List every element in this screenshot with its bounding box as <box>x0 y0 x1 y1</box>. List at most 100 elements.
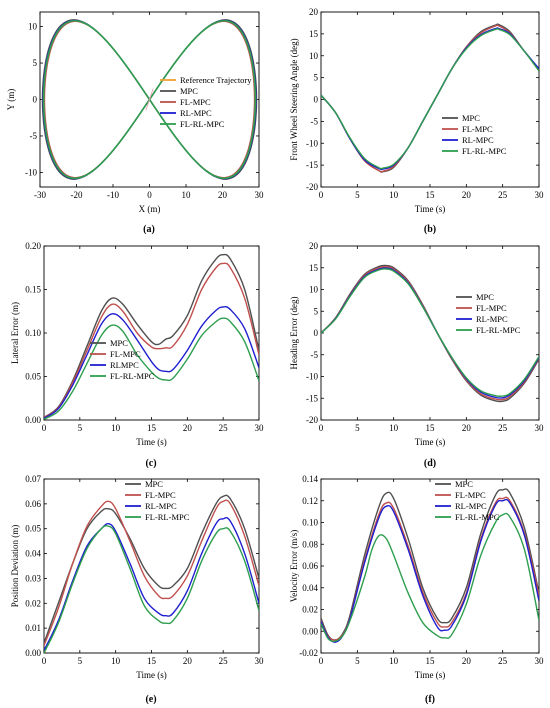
y-tick-label: 0.15 <box>25 285 41 295</box>
legend: Reference TrajectoryMPCFL-MPCRL-MPCFL-RL… <box>160 75 252 129</box>
y-tick-label: 20 <box>309 241 319 251</box>
legend-label: FL-MPC <box>476 303 507 313</box>
legend-label: MPC <box>476 292 494 302</box>
series-line-rlmpc <box>44 306 259 419</box>
series-line-rl-mpc <box>44 516 259 651</box>
y-tick-label: -5 <box>30 131 38 141</box>
y-tick-label: 0.00 <box>25 648 41 658</box>
x-tick-label: 10 <box>389 656 399 666</box>
x-axis-label: Time (s) <box>415 670 445 680</box>
plot-area <box>321 264 539 403</box>
y-axis-label: Velocity Error (m/s) <box>289 530 299 602</box>
plot-area <box>321 23 539 173</box>
y-tick-label: 0.14 <box>302 474 318 484</box>
x-axis-label: X (m) <box>139 204 161 214</box>
series-line-fl-rl-mpc <box>44 524 259 653</box>
x-tick-label: -10 <box>107 190 119 200</box>
x-tick-label: 25 <box>498 423 508 433</box>
legend-label: RL-MPC <box>462 135 494 145</box>
series-line-mpc <box>321 488 539 641</box>
y-tick-label: 0.01 <box>25 623 41 633</box>
series-line-fl-rl-mpc <box>321 268 539 398</box>
y-axis-label: Position Deviation (m) <box>10 525 20 608</box>
axes-frame <box>320 478 540 654</box>
y-tick-label: 0.00 <box>25 415 41 425</box>
y-tick-label: 10 <box>309 285 319 295</box>
panel-label: (f) <box>425 694 435 705</box>
y-tick-label: 0.06 <box>302 561 318 571</box>
y-tick-label: 10 <box>309 51 319 61</box>
x-tick-label: 30 <box>255 423 265 433</box>
legend-label: MPC <box>110 338 128 348</box>
x-tick-label: 10 <box>389 423 399 433</box>
panel-1: 0 5 10 15 20 25 30 -20 -15 -10 -5 0 5 10 15 20 Time (s) F… <box>289 7 544 235</box>
y-tick-label: 0.20 <box>25 241 41 251</box>
legend-label: FL-MPC <box>462 124 493 134</box>
plot-area <box>321 488 539 643</box>
x-tick-label: 10 <box>182 190 192 200</box>
x-tick-label: -20 <box>71 190 83 200</box>
legend-label: RL-MPC <box>145 501 177 511</box>
series-line-fl-rl-mpc <box>321 28 539 170</box>
legend-label: FL-RL-MPC <box>455 512 500 522</box>
y-tick-label: 0.10 <box>25 328 41 338</box>
x-tick-label: 20 <box>462 423 472 433</box>
x-tick-label: 30 <box>255 190 265 200</box>
y-tick-label: -20 <box>306 182 318 192</box>
x-tick-label: 5 <box>78 656 83 666</box>
panel-5: 0 5 10 15 20 25 30 -0.02 0.00 0.02 0.04 0.06 0.08 0.1… <box>289 474 544 705</box>
y-tick-label: 0.06 <box>25 499 41 509</box>
x-axis-label: Time (s) <box>415 437 445 447</box>
panel-label: (b) <box>424 224 436 235</box>
y-tick-label: 0 <box>314 328 319 338</box>
y-tick-label: 5 <box>314 306 319 316</box>
x-tick-label: 0 <box>319 190 324 200</box>
y-tick-label: 20 <box>309 7 319 17</box>
x-tick-label: 30 <box>535 190 545 200</box>
legend-label: MPC <box>145 479 163 489</box>
x-tick-label: 20 <box>462 656 472 666</box>
x-tick-label: 10 <box>111 423 121 433</box>
x-axis-label: Time (s) <box>415 204 445 214</box>
legend-label: Reference Trajectory <box>180 75 252 85</box>
plot-area <box>44 253 259 420</box>
x-tick-label: 0 <box>319 656 324 666</box>
y-tick-label: -15 <box>306 160 318 170</box>
x-tick-label: 5 <box>355 190 360 200</box>
y-tick-label: -10 <box>25 167 37 177</box>
series-line-fl-mpc <box>44 262 259 418</box>
x-tick-label: 20 <box>183 423 193 433</box>
legend-label: FL-RL-MPC <box>476 325 521 335</box>
legend-label: RL-MPC <box>455 501 487 511</box>
series-line-rl-mpc <box>321 498 539 643</box>
y-tick-label: 0.04 <box>302 583 318 593</box>
x-tick-label: 15 <box>426 423 436 433</box>
panel-label: (a) <box>143 224 155 235</box>
panel-2: 0 5 10 15 20 25 30 0.00 0.05 0.10 0.15 0.20 Time (s)… <box>10 241 264 469</box>
y-tick-label: -15 <box>306 393 318 403</box>
legend-label: MPC <box>455 479 473 489</box>
x-tick-label: 30 <box>535 656 545 666</box>
legend-label: RL-MPC <box>180 108 212 118</box>
y-tick-label: 15 <box>309 29 319 39</box>
y-tick-label: 0.05 <box>25 372 41 382</box>
y-axis-label: Lateral Error (m) <box>10 302 20 364</box>
y-tick-label: 0.12 <box>302 496 318 506</box>
x-axis-label: Time (s) <box>136 437 166 447</box>
x-tick-label: 10 <box>111 656 121 666</box>
panel-4: 0 5 10 15 20 25 30 0.00 0.01 0.02 0.03 0.04 0.05 0.06… <box>10 474 264 705</box>
x-tick-label: 5 <box>355 423 360 433</box>
legend-label: FL-RL-MPC <box>462 146 507 156</box>
y-tick-label: 10 <box>28 22 38 32</box>
y-tick-label: 0 <box>33 95 38 105</box>
legend-label: RLMPC <box>110 360 139 370</box>
y-axis-label: Heading Error (deg) <box>289 297 299 370</box>
y-tick-label: -10 <box>306 138 318 148</box>
y-tick-label: 0.02 <box>302 605 318 615</box>
plot-area <box>41 19 258 180</box>
